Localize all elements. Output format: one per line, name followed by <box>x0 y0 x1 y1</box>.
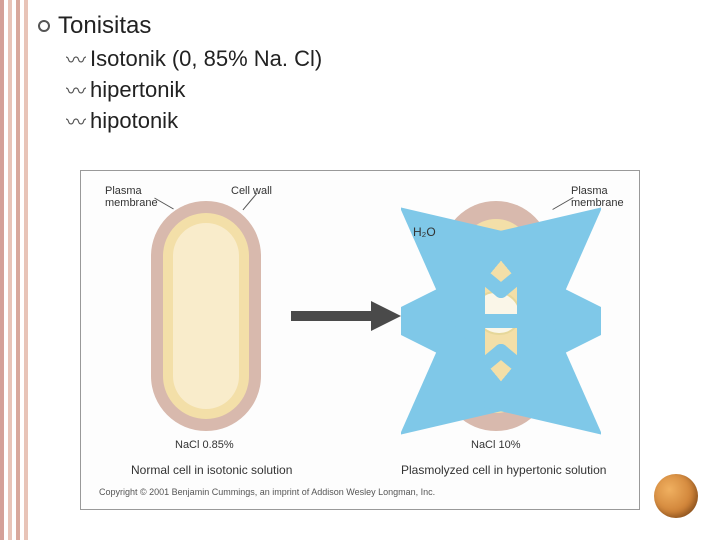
sub-label-0: Isotonik <box>90 46 166 72</box>
caption-left: Normal cell in isotonic solution <box>131 463 292 477</box>
bullet-sub-isotonik: 〰 Isotonik (0, 85% Na. Cl) <box>66 44 698 73</box>
sub-label-2: hipotonik <box>90 108 178 134</box>
sub-note-0: (0, 85% Na. Cl) <box>172 46 322 72</box>
wave-bullet-icon: 〰 <box>66 106 86 135</box>
diagram: Plasma membrane Cell wall Plasma membran… <box>81 171 639 509</box>
decorative-ball-icon <box>654 474 698 518</box>
bullet-main: Tonisitas <box>38 12 698 40</box>
caption-copyright: Copyright © 2001 Benjamin Cummings, an i… <box>99 487 435 497</box>
bullet-sub-hipertonik: 〰 hipertonik <box>66 75 698 104</box>
caption-right: Plasmolyzed cell in hypertonic solution <box>401 463 606 477</box>
wave-bullet-icon: 〰 <box>66 75 86 104</box>
label-plasma-right: Plasma membrane <box>571 185 624 209</box>
ring-bullet-icon <box>38 20 50 32</box>
slide-left-stripe <box>0 0 28 540</box>
wave-bullet-icon: 〰 <box>66 44 86 73</box>
text-content: Tonisitas 〰 Isotonik (0, 85% Na. Cl) 〰 h… <box>38 12 698 137</box>
label-h2o: H₂O <box>413 225 436 239</box>
label-cell-wall: Cell wall <box>231 185 272 197</box>
caption-left-conc: NaCl 0.85% <box>175 439 234 451</box>
diagram-frame: Plasma membrane Cell wall Plasma membran… <box>80 170 640 510</box>
bullet-sub-hipotonik: 〰 hipotonik <box>66 106 698 135</box>
caption-right-conc: NaCl 10% <box>471 439 521 451</box>
main-text: Tonisitas <box>58 12 151 40</box>
water-arrows-icon <box>401 181 601 461</box>
transition-arrow-icon <box>291 296 401 336</box>
label-plasma-left: Plasma membrane <box>105 185 158 209</box>
sub-label-1: hipertonik <box>90 77 185 103</box>
cell-isotonic <box>151 201 261 431</box>
